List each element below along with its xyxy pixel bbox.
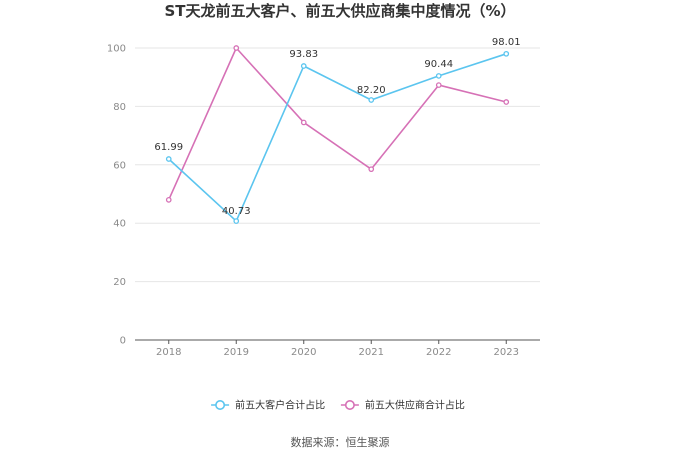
data-label: 82.20 <box>357 85 386 96</box>
y-tick-label: 60 <box>113 160 126 171</box>
legend-marker[interactable] <box>215 399 226 410</box>
x-tick-label: 2018 <box>156 347 181 358</box>
x-tick-label: 2020 <box>291 347 316 358</box>
x-tick-label: 2023 <box>494 347 519 358</box>
legend[interactable]: 前五大客户合计占比 前五大供应商合计占比 <box>211 399 465 412</box>
data-point[interactable] <box>503 50 510 57</box>
legend-label[interactable]: 前五大供应商合计占比 <box>365 399 465 412</box>
grid <box>135 47 540 283</box>
x-tick-label: 2022 <box>426 347 451 358</box>
data-point[interactable] <box>233 218 240 224</box>
series-group <box>165 45 510 224</box>
data-point[interactable] <box>503 99 510 105</box>
data-point[interactable] <box>368 97 375 103</box>
data-point[interactable] <box>165 156 172 162</box>
y-tick-label: 80 <box>113 102 126 113</box>
x-tick-label: 2021 <box>359 347 384 358</box>
data-point[interactable] <box>233 45 240 51</box>
data-point[interactable] <box>300 119 307 126</box>
series-line-2 <box>168 47 507 201</box>
y-tick-label: 0 <box>120 336 126 347</box>
y-tick-label: 100 <box>107 44 126 55</box>
y-tick-label: 20 <box>113 277 126 288</box>
data-point[interactable] <box>368 166 375 173</box>
data-label: 93.83 <box>289 49 318 60</box>
chart-title: ST天龙前五大客户、前五大供应商集中度情况（%） <box>164 2 515 20</box>
axes: 0 20 40 60 80 100 2018 2019 2020 2021 2022 2023 <box>107 44 540 358</box>
data-label: 98.01 <box>492 37 521 48</box>
data-label: 90.44 <box>424 59 453 70</box>
series-line-1 <box>168 53 507 222</box>
data-point[interactable] <box>435 82 442 88</box>
legend-marker[interactable] <box>344 399 355 410</box>
data-source: 数据来源：恒生聚源 <box>291 435 390 449</box>
x-tick-label: 2019 <box>224 347 249 358</box>
data-label: 61.99 <box>154 142 183 153</box>
data-labels: 61.99 40.73 93.83 82.20 90.44 98.01 <box>154 37 520 217</box>
data-point[interactable] <box>165 196 172 203</box>
data-label: 40.73 <box>222 206 251 217</box>
y-tick-label: 40 <box>113 219 126 230</box>
data-point[interactable] <box>435 73 442 79</box>
data-point[interactable] <box>300 63 307 69</box>
legend-label[interactable]: 前五大客户合计占比 <box>235 399 325 412</box>
